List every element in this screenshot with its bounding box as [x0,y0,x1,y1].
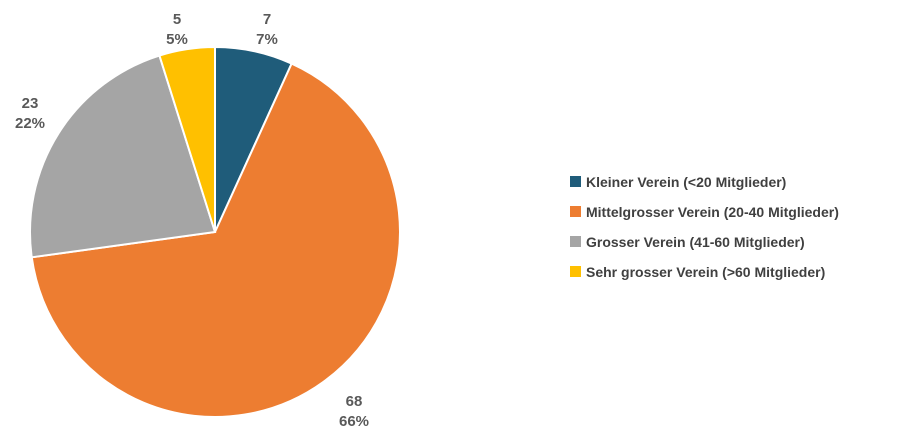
slice-percent-label: 22% [15,115,45,132]
pie-slice-2 [30,62,401,418]
pie-slice-3 [29,54,217,259]
legend-entry-label: Grosser Verein (41-60 Mitglieder) [586,234,805,250]
slice-percent-label: 7% [256,31,278,48]
slice-percent-label: 66% [339,413,369,430]
pie-slices [29,45,401,418]
legend-swatch [570,266,581,277]
chart-legend: Kleiner Verein (<20 Mitglieder) Mittelgro… [570,174,839,280]
pie-slice-4 [158,45,216,233]
legend-swatch [570,236,581,247]
slice-value-label: 7 [263,11,271,28]
legend-swatch [570,176,581,187]
slice-percent-label: 5% [166,31,188,48]
pie-data-labels: 7 7% 68 66% 23 22% 5 5% [15,11,369,430]
slice-value-label: 68 [346,393,363,410]
legend-entry-label: Sehr grosser Verein (>60 Mitglieder) [586,264,825,280]
slice-value-label: 5 [173,11,181,28]
legend-swatch [570,206,581,217]
slice-value-label: 23 [22,95,39,112]
legend-entry-label: Mittelgrosser Verein (20-40 Mitglieder) [586,204,839,220]
legend-entry-label: Kleiner Verein (<20 Mitglieder) [586,174,786,190]
